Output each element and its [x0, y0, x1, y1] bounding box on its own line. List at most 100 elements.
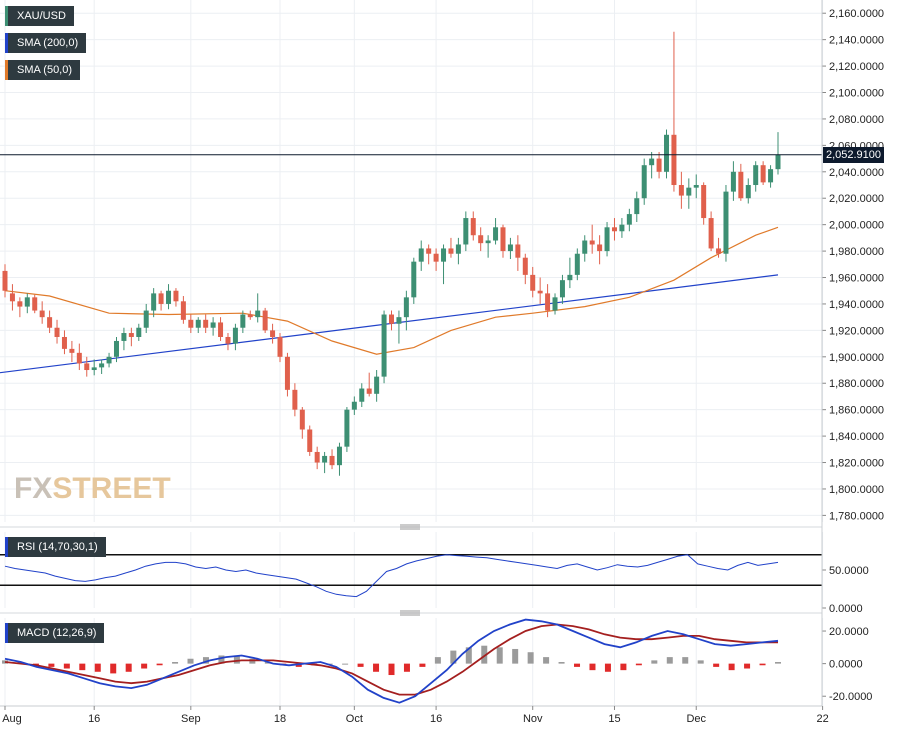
macd-histogram-bar: [218, 655, 225, 664]
y-tick-label: 2,140.0000: [829, 35, 884, 47]
candle-body: [351, 401, 357, 410]
macd-histogram-bar: [527, 652, 534, 664]
candle-body: [329, 455, 335, 466]
rsi-label[interactable]: RSI (14,70,30,1): [5, 537, 106, 557]
macd-histogram-bar: [713, 663, 720, 667]
candle-body: [582, 240, 588, 254]
macd-histogram-bar: [635, 663, 642, 666]
y-tick-label: 2,160.0000: [829, 8, 884, 20]
candle-body: [299, 409, 305, 430]
candle-body: [195, 319, 201, 328]
candle-body: [292, 389, 298, 410]
candle-body: [433, 253, 439, 262]
candle-body: [626, 214, 632, 225]
sma200-label[interactable]: SMA (200,0): [5, 33, 87, 53]
macd-histogram-bar: [125, 663, 132, 672]
candle-body: [411, 261, 417, 298]
candle-body: [701, 185, 707, 219]
candle-body: [17, 301, 23, 307]
symbol-label[interactable]: XAU/USD: [5, 6, 74, 26]
candle-body: [753, 165, 759, 186]
candle-body: [768, 169, 774, 183]
candle-body: [203, 319, 209, 328]
x-tick-label: Nov: [523, 713, 543, 725]
candle-body: [128, 333, 134, 337]
x-tick-label: Dec: [686, 713, 706, 725]
macd-line: [4, 618, 779, 704]
macd-histogram-bar: [589, 663, 596, 671]
macd-label[interactable]: MACD (12,26,9): [5, 623, 105, 643]
candle-body: [180, 301, 186, 320]
macd-histogram-bar: [63, 663, 70, 669]
y-tick-label: 1,800.0000: [829, 484, 884, 496]
candle-body: [597, 244, 603, 252]
candle-body: [641, 165, 647, 199]
candle-body: [69, 348, 75, 353]
macd-histogram-bar: [357, 663, 364, 667]
candle-body: [418, 248, 424, 262]
y-tick-label: 1,900.0000: [829, 352, 884, 364]
rsi-panel-bg: [0, 532, 822, 608]
macd-histogram-bar: [141, 663, 148, 669]
macd-histogram-bar: [295, 663, 302, 667]
x-tick-label: 16: [88, 713, 100, 725]
candle-body: [113, 340, 119, 357]
fxstreet-logo: FXSTREET: [14, 472, 171, 506]
candle-body: [344, 409, 350, 447]
candle-body: [188, 319, 194, 328]
logo-fx: FX: [14, 472, 53, 505]
candle-body: [500, 227, 506, 252]
candle-body: [106, 356, 112, 364]
candle-body: [589, 240, 595, 245]
candle-body: [136, 327, 142, 337]
rsi-line: [4, 554, 779, 598]
macd-histogram-bar: [682, 657, 689, 664]
candle-body: [314, 451, 320, 463]
y-tick-label: 1,980.0000: [829, 246, 884, 258]
y-tick-label: 2,040.0000: [829, 167, 884, 179]
candle-body: [277, 336, 283, 357]
macd-histogram-bar: [759, 663, 766, 666]
candle-body: [738, 171, 744, 199]
candle-body: [656, 158, 662, 172]
candle-body: [426, 248, 432, 254]
candle-body: [470, 218, 476, 236]
x-tick-label: 22: [816, 713, 828, 725]
candle-body: [158, 293, 164, 304]
candle-body: [448, 248, 454, 254]
candle-body: [91, 367, 97, 371]
macd-histogram-bar: [202, 657, 209, 664]
x-tick-label: Sep: [181, 713, 201, 725]
candle-body: [552, 297, 558, 311]
candle-body: [574, 253, 580, 275]
candle-body: [255, 310, 261, 318]
macd-histogram-bar: [187, 658, 194, 664]
candle-body: [240, 314, 246, 328]
last-price-tag: 2,052.9100: [823, 146, 884, 163]
price-panel-bg: [0, 0, 822, 522]
macd-histogram-bar: [620, 663, 627, 671]
sma50-label[interactable]: SMA (50,0): [5, 60, 81, 80]
y-tick-label: 2,080.0000: [829, 114, 884, 126]
x-tick-label: Aug: [2, 713, 22, 725]
candle-body: [478, 235, 484, 244]
macd-histogram-bar: [342, 663, 349, 665]
macd-histogram-bar: [604, 663, 611, 672]
candle-body: [359, 388, 365, 402]
x-tick-label: Oct: [346, 713, 363, 725]
candle-body: [515, 244, 521, 258]
macd-histogram-bar: [728, 663, 735, 671]
candle-body: [2, 270, 8, 291]
y-tick-label: 1,860.0000: [829, 405, 884, 417]
candle-body: [61, 336, 67, 349]
macd-histogram-bar: [697, 660, 704, 664]
logo-street: STREET: [52, 472, 171, 505]
y-tick-label: 1,880.0000: [829, 378, 884, 390]
macd-label-text: MACD (12,26,9): [17, 627, 97, 639]
macd-tick-label: 0.0000: [829, 659, 863, 671]
candle-body: [559, 280, 565, 298]
macd-histogram-bar: [373, 663, 380, 672]
y-tick-label: 1,940.0000: [829, 299, 884, 311]
